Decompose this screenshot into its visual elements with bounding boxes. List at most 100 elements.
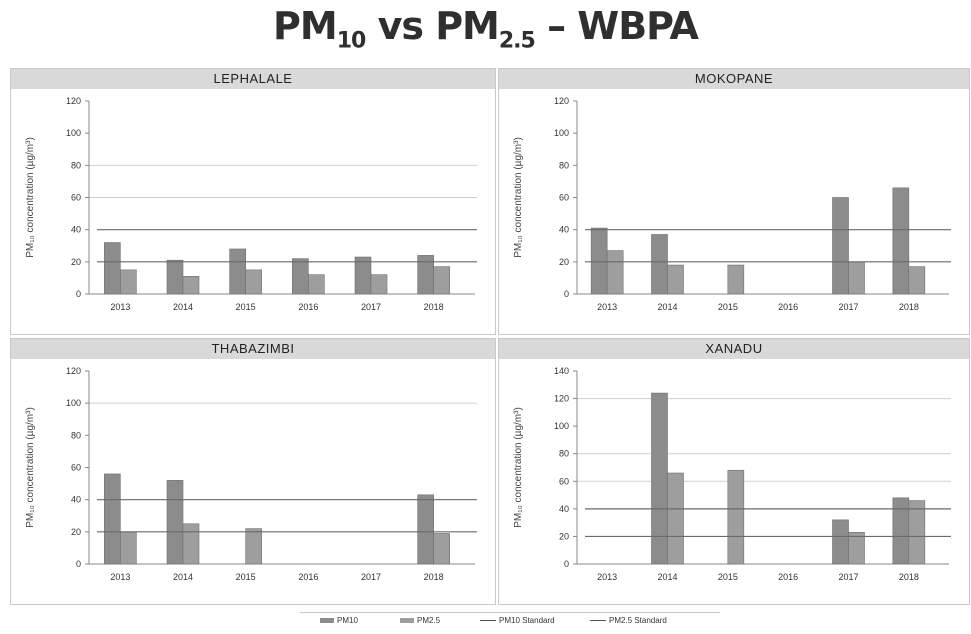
chart-title: THABAZIMBI [11, 339, 495, 359]
x-tick-label: 2013 [597, 572, 617, 582]
bar-pm10 [417, 255, 434, 295]
bar-pm25 [848, 531, 865, 565]
y-tick-label: 80 [71, 430, 81, 440]
x-tick-label: 2015 [236, 572, 256, 582]
y-tick-label: 40 [71, 495, 81, 505]
x-tick-label: 2017 [838, 302, 858, 312]
y-tick-label: 80 [559, 449, 569, 459]
y-tick-label: 60 [71, 193, 81, 203]
y-tick-label: 0 [564, 559, 569, 569]
bar-pm10 [832, 519, 849, 565]
bar-pm10 [651, 392, 668, 565]
bar-pm10 [651, 234, 668, 295]
bar-pm25 [245, 528, 262, 565]
chart-panel-thabazimbi: THABAZIMBI PM₁₀ concentration (µg/m³) 0 20… [10, 338, 496, 605]
y-axis-label: PM₁₀ concentration (µg/m³) [513, 407, 524, 528]
bar-pm10 [104, 473, 121, 565]
y-tick-label: 40 [559, 225, 569, 235]
chart-panel-xanadu: XANADU PM₁₀ concentration (µg/m³) 0 20 40 60… [498, 338, 970, 605]
x-tick-label: 2016 [298, 302, 318, 312]
bar-pm10 [104, 242, 121, 295]
y-tick-label: 100 [66, 128, 81, 138]
y-tick-label: 40 [559, 504, 569, 514]
x-tick-label: 2017 [838, 572, 858, 582]
x-tick-label: 2018 [424, 572, 444, 582]
bar-pm10 [832, 197, 849, 295]
y-tick-label: 100 [554, 421, 569, 431]
bar-pm25 [370, 274, 388, 295]
chart-plot: PM₁₀ concentration (µg/m³) 0 20 40 60 80 100 12… [25, 366, 477, 582]
x-tick-label: 2018 [899, 572, 919, 582]
y-tick-label: 120 [66, 366, 81, 376]
y-tick-label: 0 [76, 559, 81, 569]
y-tick-label: 20 [71, 527, 81, 537]
bar-pm10 [166, 480, 184, 565]
x-tick-label: 2013 [110, 302, 130, 312]
bar-pm10 [354, 256, 372, 295]
page-title: PM10 vs PM2.5 – WBPA [273, 4, 699, 54]
x-tick-label: 2017 [361, 572, 381, 582]
bar-pm25 [727, 469, 745, 565]
x-tick-label: 2017 [361, 302, 381, 312]
y-tick-label: 100 [554, 128, 569, 138]
chart-plot: PM₁₀ concentration (µg/m³) 0 20 40 60 80 100 12… [513, 366, 951, 582]
chart-title: XANADU [499, 339, 969, 359]
x-tick-label: 2014 [657, 572, 677, 582]
x-tick-label: 2015 [718, 572, 738, 582]
bar-pm25 [433, 266, 450, 295]
bar-pm25 [308, 274, 325, 295]
y-tick-label: 120 [554, 96, 569, 106]
x-tick-label: 2015 [236, 302, 256, 312]
y-tick-label: 100 [66, 398, 81, 408]
y-tick-label: 0 [564, 289, 569, 299]
bar-pm25 [120, 531, 137, 565]
y-tick-label: 120 [66, 96, 81, 106]
legend-item-pm25-standard: PM2.5 Standard [590, 616, 667, 625]
bar-pm25 [667, 264, 684, 295]
chart-panel-mokopane: MOKOPANE PM₁₀ concentration (µg/m³) 0 20 40… [498, 68, 970, 335]
bar-pm25 [182, 523, 200, 565]
bar-pm10 [229, 248, 246, 295]
x-tick-label: 2016 [298, 572, 318, 582]
bar-pm25 [727, 264, 745, 295]
y-axis-label: PM₁₀ concentration (µg/m³) [513, 137, 524, 258]
bar-pm25 [908, 500, 926, 565]
y-tick-label: 60 [71, 463, 81, 473]
y-tick-label: 20 [71, 257, 81, 267]
y-axis-label: PM₁₀ concentration (µg/m³) [25, 407, 36, 528]
bar-pm10 [292, 258, 309, 295]
bar-pm25 [908, 266, 926, 295]
y-tick-label: 120 [554, 394, 569, 404]
bar-pm25 [606, 250, 624, 295]
y-tick-label: 0 [76, 289, 81, 299]
bar-pm25 [245, 269, 262, 295]
x-tick-label: 2016 [778, 302, 798, 312]
chart-title: LEPHALALE [11, 69, 495, 89]
y-tick-label: 140 [554, 366, 569, 376]
legend-item-pm25: PM2.5 [400, 616, 440, 625]
chart-legend: PM10 PM2.5 PM10 Standard PM2.5 Standard [300, 612, 720, 629]
x-tick-label: 2014 [657, 302, 677, 312]
y-tick-label: 80 [71, 160, 81, 170]
y-tick-label: 60 [559, 476, 569, 486]
y-tick-label: 60 [559, 193, 569, 203]
y-tick-label: 20 [559, 531, 569, 541]
bar-pm25 [433, 533, 450, 565]
legend-item-pm10-standard: PM10 Standard [480, 616, 555, 625]
x-tick-label: 2015 [718, 302, 738, 312]
bar-pm10 [166, 259, 184, 295]
x-tick-label: 2014 [173, 572, 193, 582]
chart-plot: PM₁₀ concentration (µg/m³) 0 20 40 60 80 100 12… [25, 96, 477, 312]
chart-plot: PM₁₀ concentration (µg/m³) 0 20 40 60 80 100 12… [513, 96, 951, 312]
y-tick-label: 80 [559, 160, 569, 170]
x-tick-label: 2014 [173, 302, 193, 312]
bar-pm10 [590, 227, 608, 295]
y-tick-label: 20 [559, 257, 569, 267]
chart-title: MOKOPANE [499, 69, 969, 89]
bar-pm25 [182, 276, 200, 295]
bar-pm10 [417, 494, 434, 565]
bar-pm10 [892, 497, 910, 565]
bar-pm10 [892, 187, 910, 295]
y-axis-label: PM₁₀ concentration (µg/m³) [25, 137, 36, 258]
bar-pm25 [667, 472, 684, 565]
